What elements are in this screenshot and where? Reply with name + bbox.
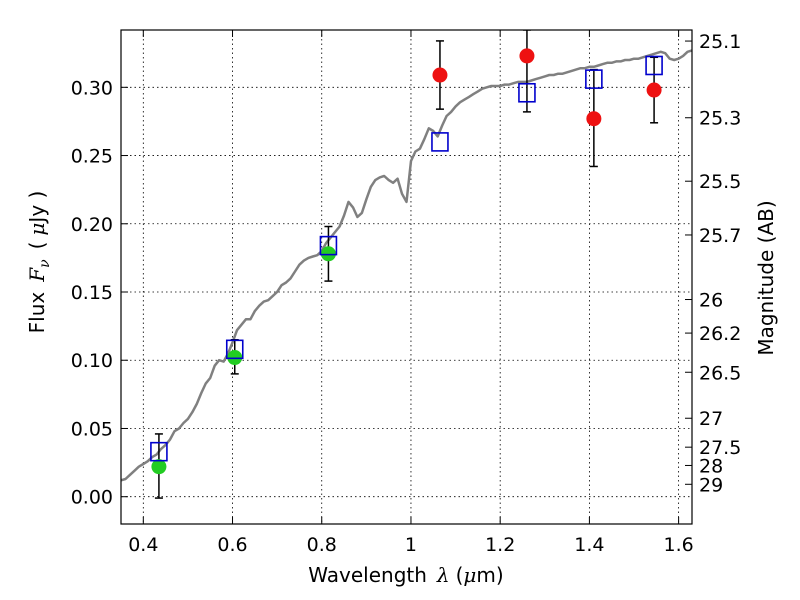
y2-tick-label: 25.3 [699, 108, 741, 130]
observed-flux-point [586, 111, 602, 127]
y-tick-label: 0.15 [71, 282, 113, 304]
x-axis-label-symbol: λ [436, 563, 450, 587]
y-tick-label: 0.10 [71, 350, 113, 372]
y-axis-label-unit-rest: Jy ) [25, 191, 49, 225]
y-tick-label: 0.00 [71, 487, 113, 509]
y-axis-label-prefix: Flux [25, 292, 49, 334]
x-tick-label: 1.6 [664, 534, 694, 556]
y-tick-label: 0.20 [71, 214, 113, 236]
observed-flux-point [519, 48, 535, 64]
y2-tick-label: 26 [699, 290, 723, 312]
model-flux-marker [431, 132, 449, 152]
model-flux-marker [319, 235, 338, 256]
x-tick-label: 1.4 [574, 534, 604, 556]
x-axis-label: Wavelength λ (μm) [308, 563, 503, 587]
y-tick-label: 0.25 [71, 146, 113, 168]
y-axis-label-symbol: F [25, 267, 49, 283]
axes-frame [120, 29, 693, 525]
ticks-layer: 0.4 0.6 0.8 1 1.2 1.4 1.6 0.00 0.05 0.10 0.15 0.20 0… [71, 30, 741, 556]
x-axis-label-prefix: Wavelength [308, 563, 427, 587]
observed-flux-point [646, 82, 662, 98]
y-axis-label-subscript: ν [37, 259, 53, 268]
x-axis-label-unit-rest: m) [476, 563, 503, 587]
y-axis-label: Flux Fν ( μJy ) [25, 191, 53, 334]
observed-flux-point [151, 459, 167, 475]
observed-flux-point [432, 67, 448, 83]
observed-flux-point [320, 246, 336, 262]
y2-tick-label: 28 [699, 455, 723, 477]
y2-axis-label: Magnitude (AB) [754, 200, 778, 355]
x-axis-label-unit-mu: μ [463, 563, 476, 587]
error-bar [522, 30, 531, 113]
y2-tick-label: 26.2 [699, 323, 741, 345]
model-flux-marker [585, 69, 603, 89]
grid-layer [121, 30, 692, 524]
x-tick-label: 0.6 [217, 534, 247, 556]
x-tick-label: 1.2 [485, 534, 515, 556]
y2-tick-label: 27.5 [699, 437, 741, 459]
y-tick-label: 0.30 [71, 77, 113, 99]
x-axis-label-unit-open: ( [456, 563, 464, 587]
model-flux-marker [518, 82, 536, 103]
observed-flux-point [227, 350, 243, 366]
y2-tick-label: 27 [699, 408, 723, 430]
y-tick-label: 0.05 [71, 418, 113, 440]
y2-tick-label: 26.5 [699, 362, 741, 384]
y-axis-label-unit-open: ( [25, 242, 49, 250]
model-spectrum-line [121, 49, 692, 482]
x-tick-label: 0.8 [307, 534, 337, 556]
model-flux-marker [150, 441, 168, 462]
y2-tick-label: 25.1 [699, 31, 741, 53]
model-flux-marker [645, 55, 663, 76]
model-flux-marker [225, 339, 244, 360]
x-tick-label: 0.4 [128, 534, 158, 556]
y2-tick-label: 29 [699, 474, 723, 496]
y-axis-label-unit-mu: μ [25, 223, 49, 236]
x-tick-label: 1 [405, 534, 417, 556]
y2-tick-label: 25.7 [699, 225, 741, 247]
plot-area [121, 30, 692, 499]
y2-tick-label: 25.5 [699, 171, 741, 193]
